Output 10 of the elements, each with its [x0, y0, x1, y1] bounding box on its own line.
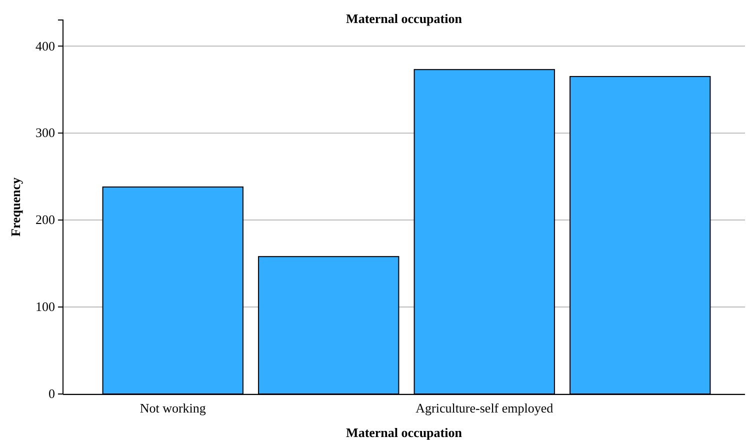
- y-tick-label: 300: [36, 125, 55, 140]
- y-axis-title: Frequency: [8, 177, 23, 236]
- y-tick-label: 0: [48, 386, 55, 402]
- y-tick-label: 400: [36, 38, 55, 54]
- x-tick-label: Not working: [140, 400, 206, 416]
- x-tick-label: Agriculture-self employed: [416, 400, 554, 416]
- x-axis-title: Maternal occupation: [346, 425, 463, 440]
- y-tick-label: 100: [36, 299, 55, 314]
- y-tick-label: 200: [36, 212, 55, 228]
- chart-title: Maternal occupation: [346, 11, 463, 26]
